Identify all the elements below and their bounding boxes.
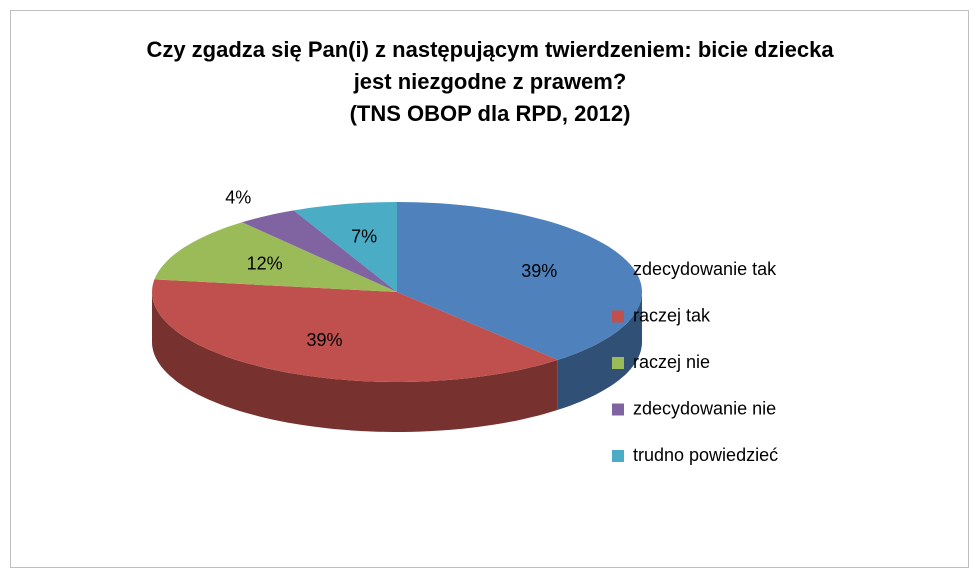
data-label: 39% — [521, 261, 557, 281]
slice — [397, 202, 642, 360]
data-label: 12% — [247, 253, 283, 273]
data-label: 7% — [351, 226, 377, 246]
legend-label: raczej tak — [633, 305, 711, 325]
slice — [293, 202, 397, 292]
data-label: 39% — [306, 330, 342, 350]
data-label: 4% — [225, 188, 251, 208]
legend-label: trudno powiedzieć — [633, 445, 778, 465]
legend-label: zdecydowanie nie — [633, 398, 776, 418]
legend-swatch — [612, 310, 624, 323]
slice-side — [152, 292, 558, 432]
chart-subtitle: (TNS OBOP dla RPD, 2012) — [349, 101, 631, 126]
chart-title: Czy zgadza się Pan(i) z następującym twi… — [146, 37, 834, 94]
slice — [152, 279, 558, 382]
legend-label: raczej nie — [633, 352, 710, 372]
legend-swatch — [612, 264, 624, 276]
slice — [242, 210, 397, 292]
legend-swatch — [612, 450, 624, 462]
legend-swatch — [612, 403, 624, 416]
slice-side — [557, 292, 642, 410]
slice — [154, 222, 397, 292]
legend-swatch — [612, 357, 624, 369]
chart-title-block: Czy zgadza się Pan(i) z następującym twi… — [130, 34, 850, 130]
legend-label: zdecydowanie tak — [633, 259, 777, 279]
